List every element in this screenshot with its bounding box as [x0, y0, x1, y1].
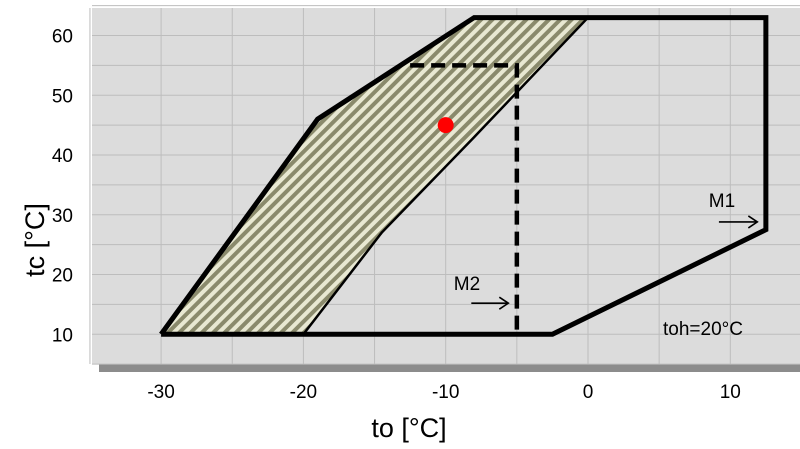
y-tick-label: 40: [52, 146, 73, 167]
x-tick-label: -10: [432, 382, 459, 403]
x-tick-label: -20: [290, 382, 317, 403]
envelope-series-2: [302, 16, 589, 336]
toh-label: toh=20°C: [663, 319, 743, 340]
annotation-arrowhead-0: [747, 215, 759, 229]
envelope-lines-layer: [159, 15, 769, 337]
x-axis-label: to [°C]: [371, 413, 446, 443]
annotation-arrows-layer: [471, 215, 759, 310]
point-layer: [437, 117, 454, 134]
operating-point: [437, 117, 454, 134]
envelope-series-0: [159, 15, 769, 337]
y-tick-label: 60: [52, 27, 73, 48]
y-tick-label: 50: [52, 86, 73, 107]
y-tick-label: 30: [52, 206, 73, 227]
x-tick-label: -30: [147, 382, 174, 403]
x-tick-labels: -30 -20 -10 0 10: [147, 382, 741, 403]
y-axis-label: tc [°C]: [20, 203, 50, 277]
x-tick-label: 0: [583, 382, 594, 403]
annotation-m2-label: M2: [454, 274, 480, 295]
envelope-series-1: [410, 63, 520, 335]
hatched-region: [161, 17, 588, 335]
annotation-m1-label: M1: [709, 191, 735, 212]
plot-shadow: [99, 364, 800, 372]
x-tick-label: 10: [720, 382, 741, 403]
y-tick-labels: 10 20 30 40 50 60: [52, 27, 73, 347]
y-tick-label: 20: [52, 266, 73, 287]
annotation-arrowhead-1: [498, 296, 510, 310]
y-tick-label: 10: [52, 325, 73, 346]
hatched-region-layer: [161, 17, 588, 335]
